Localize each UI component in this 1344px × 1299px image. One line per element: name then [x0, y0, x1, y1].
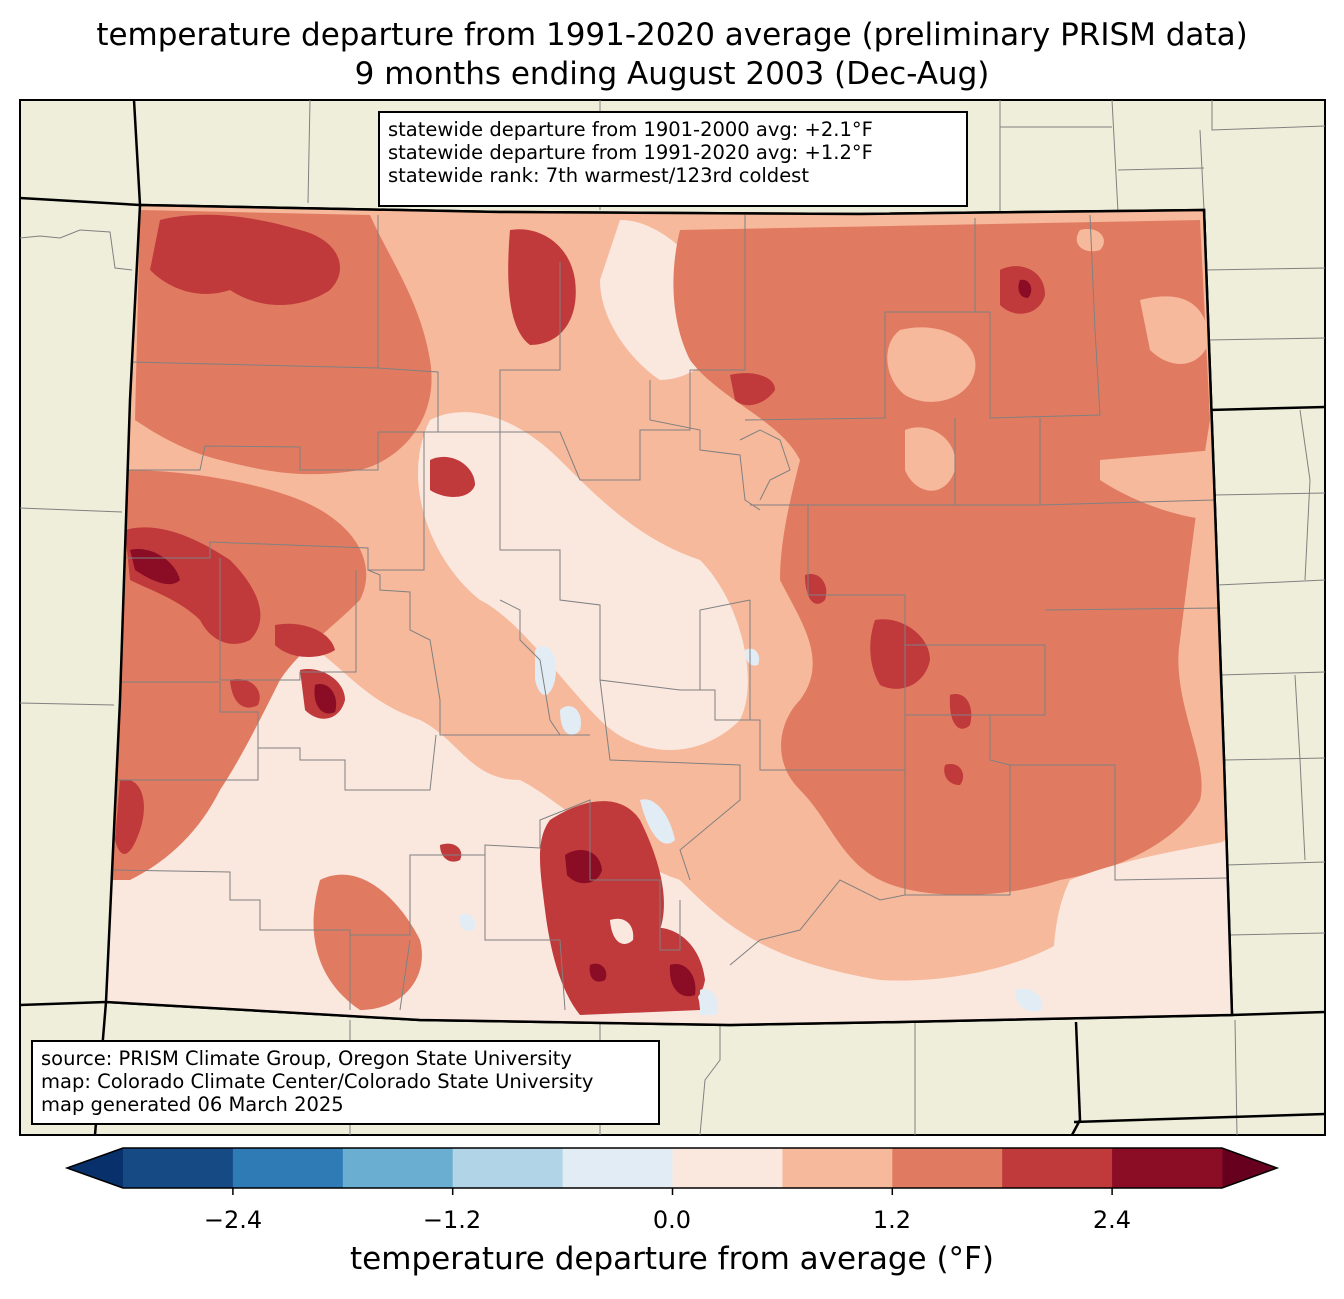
stats-departure-1991-2020: statewide departure from 1991-2020 avg: … — [388, 141, 873, 164]
colorbar-bin — [1002, 1148, 1113, 1188]
colorbar-bin — [232, 1148, 344, 1188]
source-credit-box: source: PRISM Climate Group, Oregon Stat… — [31, 1040, 660, 1125]
colorbar-bin — [672, 1148, 783, 1188]
colorbar-tick-label: −2.4 — [203, 1206, 263, 1234]
colorbar-extend-low — [67, 1148, 123, 1188]
colorbar-extend-high — [1222, 1148, 1277, 1188]
colorbar-bin — [452, 1148, 564, 1188]
colorado-county-lines — [109, 214, 1229, 1011]
colorbar-outline — [64, 1147, 1280, 1189]
source-line: source: PRISM Climate Group, Oregon Stat… — [41, 1047, 572, 1070]
colorado-departure-field — [106, 205, 1232, 1025]
map-title-line1: temperature departure from 1991-2020 ave… — [96, 17, 1248, 53]
colorbar-bin — [1112, 1148, 1223, 1188]
map-credit-line: map: Colorado Climate Center/Colorado St… — [41, 1070, 594, 1093]
statewide-stats-box: statewide departure from 1901-2000 avg: … — [378, 111, 968, 207]
colorbar-bin — [123, 1148, 234, 1188]
colorbar-label: temperature departure from average (°F) — [350, 1241, 994, 1277]
colorbar-tick-label: −1.2 — [422, 1206, 482, 1234]
colorbar — [64, 1147, 1280, 1195]
colorbar-bin — [562, 1148, 673, 1188]
stats-departure-1901-2000: statewide departure from 1901-2000 avg: … — [388, 118, 873, 141]
map-title-line2: 9 months ending August 2003 (Dec-Aug) — [354, 56, 990, 92]
colorado-border — [104, 203, 1234, 1027]
colorbar-tick-label: 0.0 — [652, 1206, 692, 1234]
stats-rank: statewide rank: 7th warmest/123rd coldes… — [388, 164, 809, 187]
generated-date-line: map generated 06 March 2025 — [41, 1093, 344, 1116]
colorbar-bin — [782, 1148, 893, 1188]
colorbar-tick-label: 2.4 — [1092, 1206, 1132, 1234]
colorbar-tick-label: 1.2 — [872, 1206, 912, 1234]
colorbar-bin — [892, 1148, 1003, 1188]
colorbar-bin — [342, 1148, 454, 1188]
